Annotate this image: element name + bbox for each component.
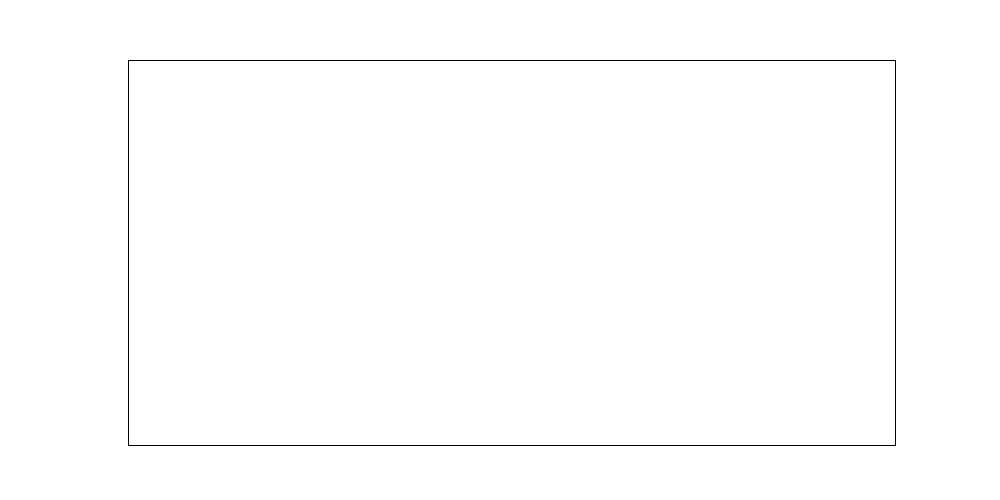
- word-cloud: [128, 60, 896, 446]
- word-cloud-canvas: [129, 61, 895, 445]
